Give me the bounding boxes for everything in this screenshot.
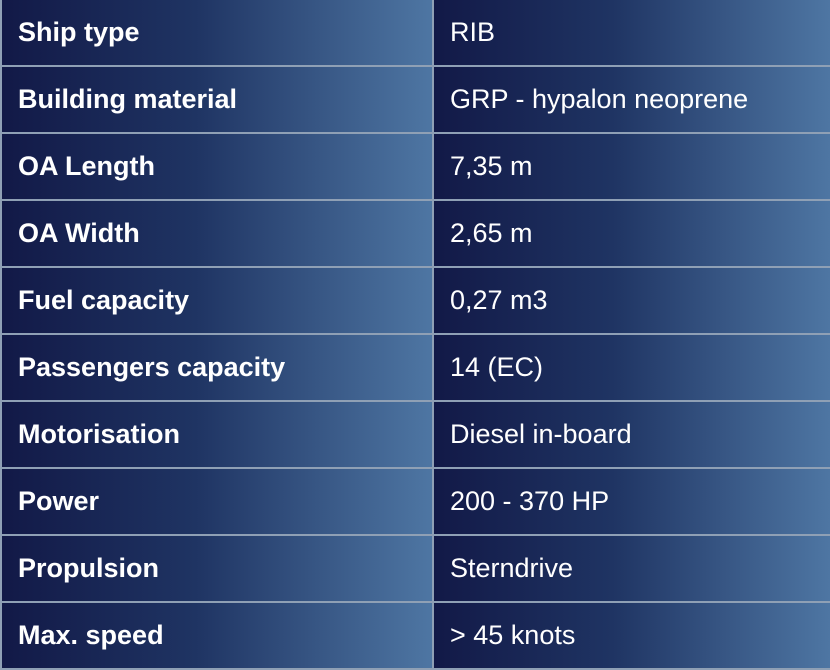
spec-value: 7,35 m [434,134,830,199]
spec-label: Passengers capacity [2,335,432,400]
spec-row: OA Width 2,65 m [2,201,830,266]
spec-label: Max. speed [2,603,432,668]
spec-value: > 45 knots [434,603,830,668]
spec-value: RIB [434,0,830,65]
spec-label: OA Length [2,134,432,199]
spec-row: Motorisation Diesel in-board [2,402,830,467]
spec-value: 200 - 370 HP [434,469,830,534]
spec-row: Building material GRP - hypalon neoprene [2,67,830,132]
spec-value: 2,65 m [434,201,830,266]
spec-row: OA Length 7,35 m [2,134,830,199]
spec-value: 0,27 m3 [434,268,830,333]
spec-label: Building material [2,67,432,132]
spec-label: OA Width [2,201,432,266]
spec-label: Ship type [2,0,432,65]
spec-value: 14 (EC) [434,335,830,400]
spec-value: Diesel in-board [434,402,830,467]
spec-value: Sterndrive [434,536,830,601]
spec-row: Propulsion Sterndrive [2,536,830,601]
spec-label: Fuel capacity [2,268,432,333]
spec-value: GRP - hypalon neoprene [434,67,830,132]
spec-row: Ship type RIB [2,0,830,65]
spec-row: Fuel capacity 0,27 m3 [2,268,830,333]
spec-row: Passengers capacity 14 (EC) [2,335,830,400]
spec-label: Power [2,469,432,534]
spec-row: Power 200 - 370 HP [2,469,830,534]
spec-label: Motorisation [2,402,432,467]
spec-label: Propulsion [2,536,432,601]
spec-row: Max. speed > 45 knots [2,603,830,668]
